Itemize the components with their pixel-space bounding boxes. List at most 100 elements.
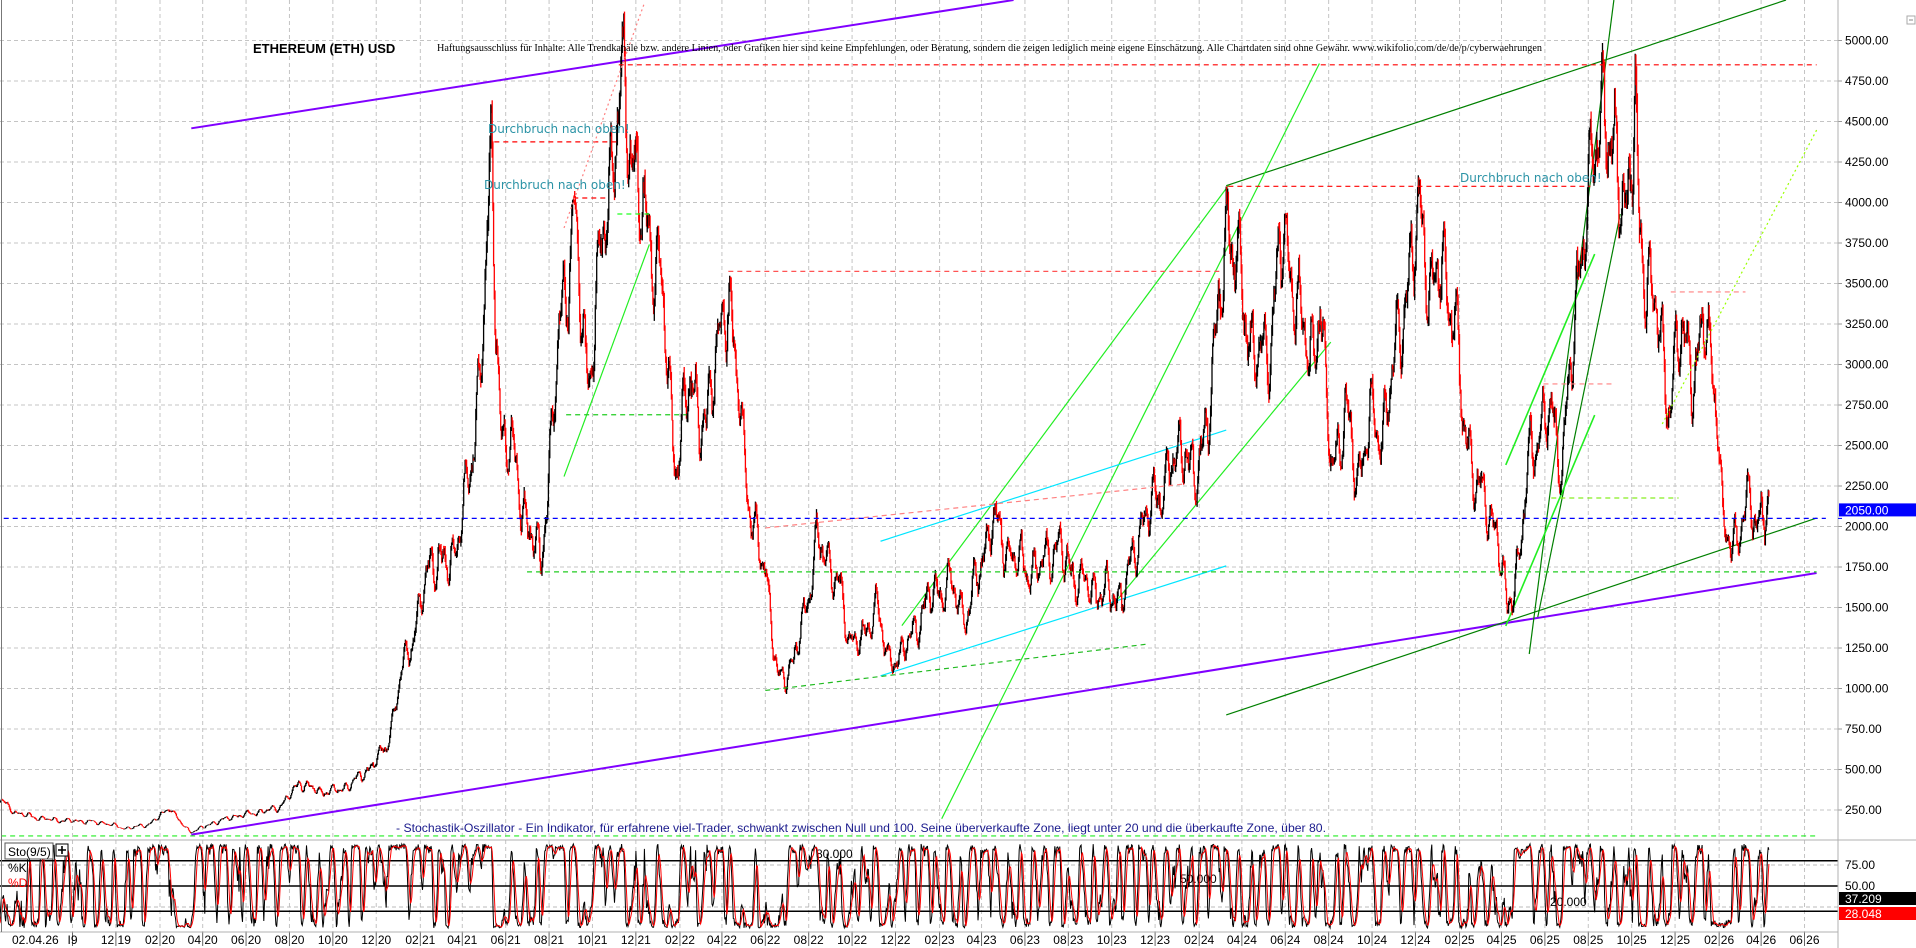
x-tick-label: 06 26 (1789, 933, 1819, 947)
sto-tick-label: 75.00 (1845, 858, 1875, 872)
trendline (901, 185, 1229, 627)
x-tick-label: 02 22 (665, 933, 695, 947)
x-tick-label: 10 25 (1617, 933, 1647, 947)
x-tick-label: 12 19 (101, 933, 131, 947)
stochastic-note: - Stochastik-Oszillator - Ein Indikator,… (396, 821, 1326, 835)
trendline (191, 0, 1014, 130)
trendline (880, 429, 1227, 542)
x-tick-label: 02.04.26 (12, 933, 59, 947)
sto-level-label: 20.000 (1550, 895, 1587, 909)
x-tick-label: I9 (68, 933, 78, 947)
y-tick-label: 1750.00 (1845, 560, 1889, 574)
trendline (941, 63, 1320, 820)
x-tick-label: 12 24 (1400, 933, 1430, 947)
y-tick-label: 5000.00 (1845, 34, 1889, 48)
y-tick-label: 3000.00 (1845, 358, 1889, 372)
annotation-breakout: Durchbruch nach oben! (484, 178, 626, 192)
y-tick-label: 2750.00 (1845, 398, 1889, 412)
sto-d-value-box (1839, 907, 1916, 920)
x-tick-label: 12 23 (1140, 933, 1170, 947)
x-tick-label: 04 20 (188, 933, 218, 947)
sto-k-value-box (1839, 892, 1916, 905)
x-tick-label: 10 20 (318, 933, 348, 947)
x-tick-label: 04 22 (707, 933, 737, 947)
y-tick-label: 1500.00 (1845, 601, 1889, 615)
y-tick-label: 2500.00 (1845, 439, 1889, 453)
x-tick-label: 04 23 (967, 933, 997, 947)
x-tick-label: 08 21 (534, 933, 564, 947)
x-tick-label: 06 20 (231, 933, 261, 947)
y-tick-label: 4250.00 (1845, 155, 1889, 169)
x-tick-label: 04 24 (1227, 933, 1257, 947)
y-tick-label: 4500.00 (1845, 115, 1889, 129)
sto-header[interactable]: Sto(9/5) (4, 842, 69, 860)
x-tick-label: 06 25 (1530, 933, 1560, 947)
trendline (765, 643, 1149, 692)
y-tick-label: 2000.00 (1845, 520, 1889, 534)
x-tick-label: 10 22 (837, 933, 867, 947)
trendline (1537, 213, 1621, 618)
y-tick-label: 250.00 (1845, 803, 1882, 817)
sto-tick-label: 50.00 (1845, 879, 1875, 893)
trendline (1117, 341, 1332, 600)
x-tick-label: 08 20 (274, 933, 304, 947)
annotation-breakout: Durchbruch nach oben! (488, 122, 630, 136)
x-tick-label: 04 26 (1746, 933, 1776, 947)
y-tick-label: 4000.00 (1845, 196, 1889, 210)
y-tick-label: 750.00 (1845, 722, 1882, 736)
trendline (1528, 0, 1615, 655)
x-tick-label: 06 24 (1270, 933, 1300, 947)
annotation-breakout: Durchbruch nach oben! (1460, 171, 1602, 185)
x-tick-label: 06 21 (491, 933, 521, 947)
x-tick-label: 08 23 (1053, 933, 1083, 947)
trendlines-overlay (0, 2, 1826, 837)
x-tick-label: 10 24 (1357, 933, 1387, 947)
current-price-box (1839, 503, 1916, 517)
y-tick-label: 3250.00 (1845, 317, 1889, 331)
sto-d-line (0, 844, 1770, 929)
y-tick-label: 1000.00 (1845, 682, 1889, 696)
x-tick-label: 04 25 (1486, 933, 1516, 947)
x-tick-label: 02 21 (405, 933, 435, 947)
sto-k-value: 37.209 (1845, 892, 1882, 906)
trendline (880, 565, 1227, 677)
trendline (1505, 414, 1596, 627)
x-tick-label: 06 23 (1010, 933, 1040, 947)
y-tick-label: 3750.00 (1845, 236, 1889, 250)
x-tick-label: 10 23 (1097, 933, 1127, 947)
y-tick-label: 3500.00 (1845, 277, 1889, 291)
x-tick-label: 10 21 (577, 933, 607, 947)
x-tick-label: 12 22 (880, 933, 910, 947)
disclaimer: Haftungsausschluss für Inhalte: Alle Tre… (437, 42, 1542, 54)
x-tick-label: 08 25 (1573, 933, 1603, 947)
trendline (563, 244, 650, 477)
x-tick-label: 02 24 (1184, 933, 1214, 947)
x-tick-label: 02 23 (925, 933, 955, 947)
trendline (1226, 0, 1787, 187)
plus-icon (58, 846, 66, 854)
y-tick-label: 500.00 (1845, 763, 1882, 777)
x-tick-label: 12 20 (361, 933, 391, 947)
x-tick-label: 08 24 (1314, 933, 1344, 947)
trendline (765, 483, 1186, 529)
legend-k: %K (8, 861, 27, 875)
x-tick-label: 02 20 (145, 933, 175, 947)
collapse-button[interactable] (1906, 15, 1916, 25)
y-tick-label: 4750.00 (1845, 74, 1889, 88)
y-tick-label: 2250.00 (1845, 479, 1889, 493)
x-tick-label: 06 22 (750, 933, 780, 947)
trendline (191, 572, 1817, 836)
trendline (563, 2, 645, 229)
trendlines (191, 0, 1817, 836)
price-bars (0, 11, 1770, 834)
sto-d-value: 28.048 (1845, 907, 1882, 921)
trendline (1661, 129, 1818, 425)
legend-d: %D (8, 876, 28, 890)
sto-lines (0, 842, 1770, 930)
trendline (1505, 253, 1596, 466)
sto-level-label: 80.000 (816, 847, 853, 861)
x-tick-label: 08 22 (794, 933, 824, 947)
